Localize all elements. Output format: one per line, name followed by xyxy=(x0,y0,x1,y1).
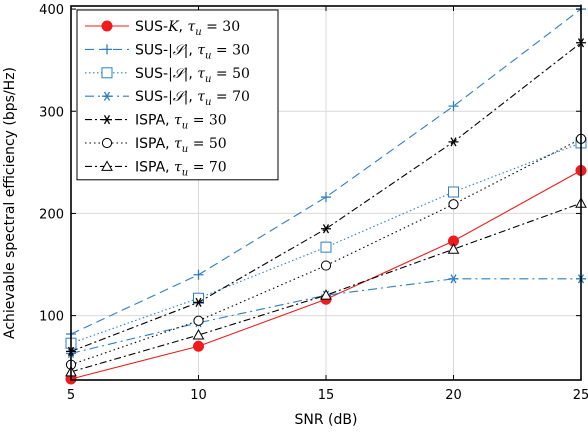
data-point xyxy=(101,67,113,79)
data-point xyxy=(447,243,460,254)
x-tick-label: 15 xyxy=(318,388,335,403)
legend-item: ISPA, τu = 30 xyxy=(85,113,227,132)
legend-item: ISPA, τu = 70 xyxy=(85,159,227,178)
data-point xyxy=(448,186,459,198)
y-tick-label: 400 xyxy=(39,3,64,18)
data-point xyxy=(193,269,204,280)
data-point xyxy=(193,340,204,352)
legend-item: SUS-|𝒮|, τu = 70 xyxy=(85,89,250,108)
data-point xyxy=(102,44,112,55)
legend-item: SUS-|𝒮|, τu = 50 xyxy=(85,66,250,85)
legend-label: ISPA, τu = 50 xyxy=(135,136,227,155)
data-point xyxy=(102,91,112,101)
data-point xyxy=(193,315,204,326)
y-axis-title: Achievable spectral efficiency (bps/Hz) xyxy=(2,67,18,339)
data-point xyxy=(321,224,331,234)
legend-item: SUS-K, τu = 30 xyxy=(85,19,240,38)
legend-label: ISPA, τu = 30 xyxy=(135,113,227,132)
legend-label: ISPA, τu = 70 xyxy=(135,159,227,178)
legend-box xyxy=(76,9,279,181)
legend-item: SUS-|𝒮|, τu = 30 xyxy=(85,42,250,61)
y-tick-label: 200 xyxy=(39,207,64,222)
data-point xyxy=(102,114,112,125)
data-point xyxy=(320,241,332,253)
x-tick-label: 10 xyxy=(190,388,207,403)
axis-ticks: 5 10 15 20 25 100 200 300 400 xyxy=(39,3,588,403)
legend: SUS-K, τu = 30 SUS-|𝒮|, τu = 30 SUS-|𝒮|, τ… xyxy=(76,9,279,181)
legend-label: SUS-|𝒮|, τu = 70 xyxy=(135,89,250,108)
data-point xyxy=(320,289,332,300)
data-point xyxy=(448,199,459,210)
x-tick-label: 25 xyxy=(573,388,588,403)
legend-label: SUS-K, τu = 30 xyxy=(135,19,240,38)
legend-label: SUS-|𝒮|, τu = 30 xyxy=(135,42,250,61)
data-point xyxy=(101,20,113,32)
x-axis-title: SNR (dB) xyxy=(295,412,358,428)
data-point xyxy=(321,192,331,203)
data-point xyxy=(193,297,204,307)
series xyxy=(65,197,587,377)
x-tick-label: 20 xyxy=(445,388,462,403)
y-tick-label: 300 xyxy=(39,105,64,120)
legend-label: SUS-|𝒮|, τu = 50 xyxy=(135,66,250,85)
series-line xyxy=(70,42,582,352)
data-point xyxy=(101,160,113,171)
data-point xyxy=(101,137,113,149)
series xyxy=(66,38,586,357)
data-point xyxy=(192,329,205,340)
data-point xyxy=(448,137,459,147)
y-tick-label: 100 xyxy=(39,310,64,325)
data-point xyxy=(448,274,459,284)
data-point xyxy=(320,260,332,271)
x-tick-label: 5 xyxy=(67,388,75,403)
legend-item: ISPA, τu = 50 xyxy=(85,136,227,155)
data-point xyxy=(448,101,459,112)
